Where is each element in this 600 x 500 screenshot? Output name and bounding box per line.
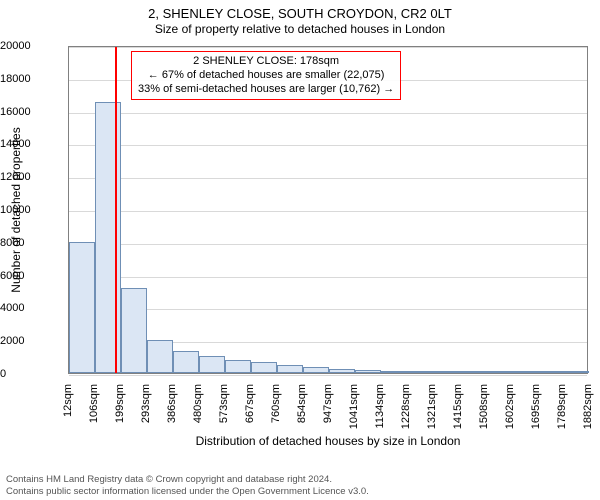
x-tick-label: 947sqm	[322, 384, 334, 423]
histogram-bar	[251, 362, 277, 373]
y-tick-label: 8000	[0, 237, 64, 249]
x-tick-label: 760sqm	[270, 384, 282, 423]
callout-box: 2 SHENLEY CLOSE: 178sqm← 67% of detached…	[131, 51, 401, 100]
page-subtitle: Size of property relative to detached ho…	[0, 22, 600, 39]
plot-area: 2 SHENLEY CLOSE: 178sqm← 67% of detached…	[68, 46, 588, 374]
y-tick-label: 14000	[0, 138, 64, 150]
x-tick-label: 854sqm	[296, 384, 308, 423]
y-tick-label: 10000	[0, 204, 64, 216]
histogram-bar	[121, 288, 147, 373]
x-tick-label: 480sqm	[192, 384, 204, 423]
histogram-bar	[485, 371, 511, 373]
x-tick-label: 1602sqm	[504, 384, 516, 429]
footer-line-1: Contains HM Land Registry data © Crown c…	[6, 474, 369, 485]
gridline	[69, 277, 587, 278]
y-tick-label: 2000	[0, 335, 64, 347]
histogram-bar	[173, 351, 199, 373]
callout-line: 2 SHENLEY CLOSE: 178sqm	[138, 55, 394, 69]
histogram-bar	[199, 356, 225, 373]
histogram-bar	[69, 242, 95, 373]
y-tick-label: 6000	[0, 270, 64, 282]
x-tick-label: 573sqm	[218, 384, 230, 423]
callout-line: ← 67% of detached houses are smaller (22…	[138, 69, 394, 83]
gridline	[69, 113, 587, 114]
x-tick-label: 1415sqm	[452, 384, 464, 429]
histogram-bar	[303, 367, 329, 373]
gridline	[69, 211, 587, 212]
x-tick-label: 1508sqm	[478, 384, 490, 429]
gridline	[69, 178, 587, 179]
x-tick-label: 1695sqm	[530, 384, 542, 429]
histogram-bar	[407, 371, 433, 373]
histogram-bar	[225, 360, 251, 373]
x-tick-label: 199sqm	[114, 384, 126, 423]
gridline	[69, 145, 587, 146]
gridline	[69, 244, 587, 245]
histogram-bar	[355, 370, 381, 373]
y-tick-label: 18000	[0, 73, 64, 85]
footer-line-2: Contains public sector information licen…	[6, 486, 369, 497]
histogram-bar	[381, 371, 407, 373]
histogram-bar	[329, 369, 355, 373]
gridline	[69, 375, 587, 376]
x-tick-label: 1228sqm	[400, 384, 412, 429]
marker-line	[115, 47, 117, 373]
chart-container: { "header": { "title": "2, SHENLEY CLOSE…	[0, 0, 600, 500]
x-tick-label: 1041sqm	[348, 384, 360, 429]
y-tick-label: 0	[0, 368, 64, 380]
page-title: 2, SHENLEY CLOSE, SOUTH CROYDON, CR2 0LT	[0, 0, 600, 22]
histogram-bar	[95, 102, 121, 373]
y-tick-label: 12000	[0, 171, 64, 183]
x-tick-label: 667sqm	[244, 384, 256, 423]
x-tick-label: 106sqm	[88, 384, 100, 423]
histogram-bar	[459, 371, 485, 373]
x-tick-label: 1134sqm	[374, 384, 386, 428]
x-axis-label: Distribution of detached houses by size …	[196, 434, 461, 448]
histogram-bar	[563, 371, 589, 373]
gridline	[69, 47, 587, 48]
histogram-bar	[511, 371, 537, 373]
footer-attribution: Contains HM Land Registry data © Crown c…	[6, 474, 369, 497]
histogram-bar	[433, 371, 459, 373]
y-tick-label: 16000	[0, 106, 64, 118]
callout-line: 33% of semi-detached houses are larger (…	[138, 83, 394, 97]
histogram-bar	[537, 371, 563, 373]
x-tick-label: 293sqm	[140, 384, 152, 423]
x-tick-label: 1882sqm	[582, 384, 594, 429]
y-tick-label: 20000	[0, 40, 64, 52]
x-tick-label: 1321sqm	[426, 384, 438, 429]
x-tick-label: 12sqm	[62, 384, 74, 417]
y-tick-label: 4000	[0, 302, 64, 314]
histogram-bar	[147, 340, 173, 373]
x-tick-label: 1789sqm	[556, 384, 568, 429]
histogram-bar	[277, 365, 303, 373]
x-tick-label: 386sqm	[166, 384, 178, 423]
